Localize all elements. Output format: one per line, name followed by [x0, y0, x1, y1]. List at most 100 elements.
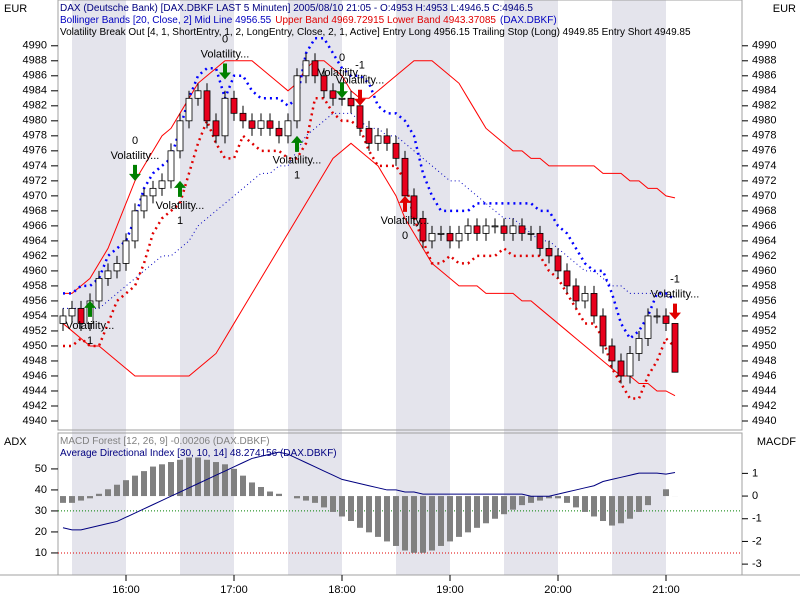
histogram-bar [168, 462, 174, 497]
histogram-bar [87, 496, 93, 499]
signal-arrow [336, 82, 348, 99]
y2-tick-label: 4984 [752, 85, 776, 97]
y2-tick-label: 4962 [752, 250, 776, 262]
histogram-bar [402, 496, 408, 551]
candle-body [176, 120, 184, 152]
y2-tick-label: 4954 [752, 310, 776, 322]
signal-quantity: -1 [355, 60, 365, 72]
legend-line: MACD Forest [12, 26, 9] -0.00206 (DAX.DB… [60, 436, 270, 447]
y-tick-label: 4988 [23, 55, 47, 67]
y2-tick-label: 4986 [752, 70, 776, 82]
histogram-bar [114, 484, 120, 497]
histogram-bar [186, 457, 192, 497]
y2-tick-label: 4988 [752, 55, 776, 67]
candle-body [653, 315, 661, 318]
candle-body [122, 240, 130, 264]
histogram-bar [384, 496, 390, 542]
candle-body [140, 195, 148, 212]
histogram-bar [276, 493, 282, 497]
histogram-bar [69, 496, 75, 503]
candle-body [635, 338, 643, 354]
histogram-bar [240, 475, 246, 497]
y2-tick-label: 4982 [752, 100, 776, 112]
candle-body [131, 210, 139, 242]
histogram-bar [465, 496, 471, 533]
candle-body [311, 60, 319, 77]
histogram-bar [330, 496, 336, 512]
y2-tick-label: 4948 [752, 355, 776, 367]
histogram-bar [609, 496, 615, 526]
candle-body [446, 232, 454, 242]
y-tick-label: 30 [35, 505, 47, 517]
y2-tick-label: 4966 [752, 220, 776, 232]
histogram-bar [339, 496, 345, 517]
signal-label: Volatility... [156, 200, 205, 212]
y-tick-label: 4946 [23, 370, 47, 382]
candle-body [671, 323, 679, 373]
histogram-bar [420, 496, 426, 553]
histogram-bar [501, 496, 507, 515]
signal-label: Volatility... [651, 289, 700, 301]
signal-arrow [669, 303, 681, 320]
histogram-bar [321, 496, 327, 508]
legend-line: Average Directional Index [30, 10, 14] 4… [60, 448, 337, 459]
candle-body [248, 120, 256, 129]
y2-tick-label: 4944 [752, 385, 776, 397]
y2-axis-unit: EUR [773, 3, 796, 15]
candle-body [383, 135, 391, 144]
legend-text: (DAX.DBKF) [500, 15, 557, 26]
candle-body [518, 225, 526, 234]
histogram-bar [312, 496, 318, 503]
candle-body [563, 270, 571, 287]
candle-body [266, 120, 274, 129]
histogram-bar [96, 493, 102, 497]
candle-body [590, 293, 598, 317]
indicator-line [62, 142, 676, 397]
candle-body [158, 180, 166, 189]
histogram-bar [600, 496, 606, 522]
candle-body [203, 90, 211, 122]
histogram-bar [474, 496, 480, 528]
legend-text: DAX (Deutsche Bank) [DAX.DBKF LAST 5 Min… [60, 3, 533, 14]
y2-tick-label: 4968 [752, 205, 776, 217]
signal-arrow [399, 195, 411, 212]
histogram-bar [177, 459, 183, 497]
y2-tick-label: -3 [752, 558, 762, 570]
candle-body [293, 75, 301, 122]
y-tick-label: 4958 [23, 280, 47, 292]
candle-body [437, 232, 445, 235]
session-stripe [396, 0, 450, 575]
y2-tick-label: 4970 [752, 190, 776, 202]
y-tick-label: 4980 [23, 115, 47, 127]
candle-body [113, 263, 121, 272]
candle-body [455, 232, 463, 242]
candle-body [194, 90, 202, 99]
y2-tick-label: 0 [752, 490, 758, 502]
histogram-bar [375, 496, 381, 537]
histogram-bar [618, 496, 624, 524]
histogram-bar [213, 462, 219, 497]
histogram-bar [537, 496, 543, 501]
y-tick-label: 4982 [23, 100, 47, 112]
candle-body [284, 120, 292, 137]
y2-tick-label: 4950 [752, 340, 776, 352]
candle-body [392, 142, 400, 159]
histogram-bar [663, 489, 669, 497]
signal-quantity: 1 [87, 335, 93, 347]
candle-body [95, 278, 103, 302]
x-tick-label: 18:00 [328, 584, 356, 596]
histogram-bar [564, 496, 570, 503]
candle-body [320, 75, 328, 92]
histogram-bar [123, 480, 129, 497]
panel-frame [57, 0, 743, 431]
legend-text: Upper Band 4969.72915 Lower Band 4943.37… [275, 15, 496, 26]
candle-body [401, 157, 409, 197]
candle-body [491, 225, 499, 228]
x-tick-label: 17:00 [220, 584, 248, 596]
histogram-bar [366, 496, 372, 533]
y2-tick-label: 4978 [752, 130, 776, 142]
candle-body [338, 97, 346, 100]
signal-label: Volatility... [318, 67, 367, 79]
candle-body [374, 135, 382, 144]
candle-body [536, 232, 544, 249]
